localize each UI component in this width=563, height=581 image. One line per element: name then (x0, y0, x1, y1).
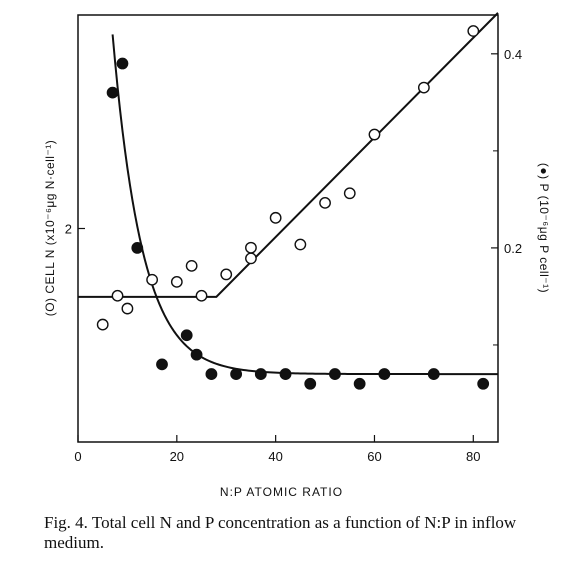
cell-p-point-10 (304, 377, 317, 390)
cell-n-point-4 (170, 275, 183, 288)
cell-p-point-5 (190, 348, 203, 361)
cell-p-point-1 (116, 57, 129, 70)
x-axis-title: N:P ATOMIC RATIO (219, 485, 344, 499)
cell-p-point-13 (378, 368, 391, 380)
x-tick-label-60: 60 (367, 449, 381, 464)
cell-p-point-3 (156, 358, 168, 371)
cell-n-point-6 (195, 289, 208, 302)
y-axis-right-title: (●) P (10⁻⁶μg P cell⁻¹) (537, 163, 551, 293)
y-axis-left-title: (O) CELL N (x10⁻⁶μg N·cell⁻¹) (43, 140, 57, 317)
cell-p-point-12 (353, 377, 366, 390)
cell-n-point-14 (368, 128, 381, 141)
y-right-tick-label-0.2: 0.2 (504, 241, 522, 256)
y-left-tick-label-2: 2 (65, 222, 72, 237)
ticks: 0 20 40 60 80 2 0.2 0.4 (65, 47, 522, 464)
cell-p-point-2 (131, 242, 144, 254)
x-tick-label-80: 80 (466, 449, 480, 464)
cell-n-point-9 (245, 252, 257, 265)
cell-n-point-3 (146, 273, 159, 286)
cell-n-point-15 (417, 81, 430, 94)
cell-n-point-12 (319, 196, 331, 209)
cell-n-point-11 (294, 238, 307, 251)
cell-n-point-13 (343, 187, 356, 200)
cell-n-point-16 (467, 25, 480, 37)
cell-p-point-0 (106, 86, 119, 99)
fit-lines (78, 12, 499, 376)
cell-n-point-7 (220, 268, 233, 281)
cell-p-point-15 (477, 377, 490, 390)
cell-n-point-10 (269, 211, 282, 224)
cell-n-point-1 (111, 289, 124, 302)
cell-p-fit-curve (111, 34, 499, 376)
cell-n-point-0 (96, 318, 109, 331)
cell-p-point-8 (254, 368, 267, 380)
cell-n-fit-line (78, 12, 499, 298)
figure-caption: Fig. 4. Total cell N and P concentration… (44, 513, 517, 552)
cell-n-point-5 (185, 259, 198, 272)
x-tick-label-40: 40 (268, 449, 282, 464)
data-points (96, 25, 490, 390)
cell-p-point-7 (230, 368, 243, 380)
x-tick-label-20: 20 (170, 449, 184, 464)
y-right-tick-label-0.4: 0.4 (504, 47, 522, 62)
chart: 0 20 40 60 80 2 0.2 0.4 (O) CELL N (x10⁻⁶μg N·c… (43, 12, 551, 464)
cell-p-point-9 (279, 368, 292, 380)
cell-p-point-14 (427, 368, 440, 380)
cell-p-point-4 (180, 329, 193, 342)
cell-n-point-2 (121, 302, 134, 315)
x-tick-label-0: 0 (74, 449, 81, 464)
cell-n-point-8 (245, 241, 257, 254)
cell-p-point-6 (205, 368, 218, 380)
cell-p-point-11 (329, 368, 341, 380)
